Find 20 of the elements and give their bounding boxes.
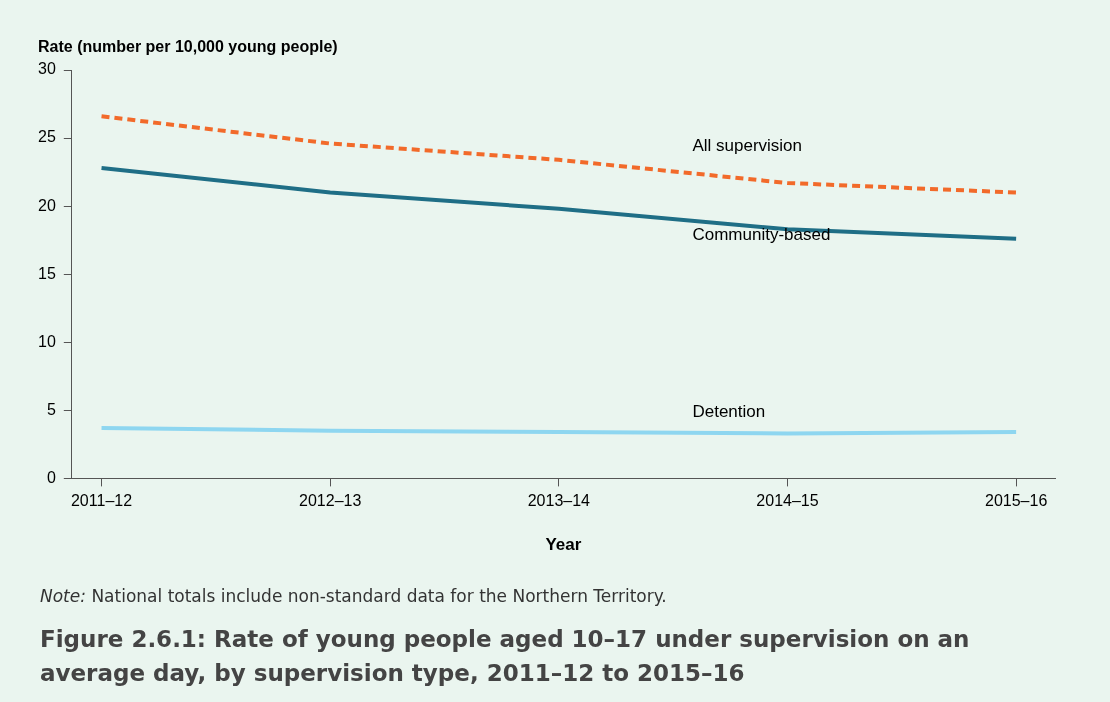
- y-tick-label: 30: [38, 60, 56, 78]
- y-tick-label: 25: [38, 128, 56, 146]
- text: Note: National totals include non-standard data for the Northern Territory.: [40, 586, 667, 606]
- x-tick-label: 2015–16: [984, 492, 1048, 510]
- series-label: Detention: [692, 401, 766, 421]
- y-tick-label: 15: [38, 264, 56, 282]
- x-tick-label: 2011–12: [70, 492, 133, 510]
- x-tick-label: 2012–13: [299, 492, 362, 510]
- y-tick-label: 10: [38, 332, 56, 350]
- y-tick-label: 5: [46, 400, 56, 418]
- line-series: [99, 114, 1019, 195]
- x-tick-label: 2014–15: [756, 492, 819, 510]
- y-tick-label: 20: [38, 196, 56, 214]
- series-label: Community-based: [692, 225, 831, 245]
- y-axis-title: Rate (number per 10,000 young people): [38, 38, 338, 55]
- y-tick-label: 0: [46, 468, 56, 486]
- x-axis-title: Year: [545, 535, 582, 555]
- x-tick-label: 2013–14: [527, 492, 591, 510]
- text: Figure 2.6.1: Rate of young people aged 10–17 under supervision on an average day, by supervision type, 2011–12 to 2015–16: [40, 625, 971, 688]
- series-label: All supervision: [692, 135, 803, 155]
